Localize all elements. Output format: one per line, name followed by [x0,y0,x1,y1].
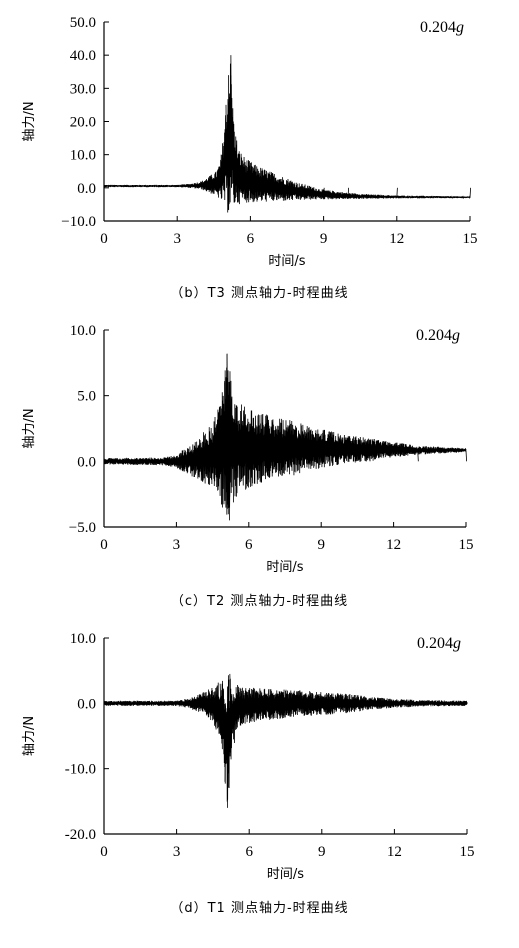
y-tick-label: 40.0 [70,48,96,64]
chart-c: −5.0 0.0 5.0 10.0 0 3 6 9 12 15 时间/s 轴力/N 0.204g [22,323,474,575]
y-axis-title: 轴力/N [22,408,37,448]
signal-peaks [104,673,468,808]
pga-unit: g [453,635,461,652]
x-tick-label: 9 [317,537,325,553]
y-tick-label: −5.0 [69,520,96,536]
x-tick-label: 6 [247,231,255,247]
y-tick-label: 10.0 [70,148,96,164]
pga-annotation: 0.204g [416,327,460,344]
signal-peaks [103,55,471,198]
pga-annotation: 0.204g [420,19,464,36]
caption-b: （b）T3 测点轴力-时程曲线 [170,286,349,301]
x-tick-label: 15 [459,537,474,553]
x-tick-label: 3 [173,844,181,860]
chart-b: −10.0 0.0 10.0 20.0 30.0 40.0 50.0 0 3 6 9 12 15 时间/s… [22,15,478,269]
chart-panel-c: −5.0 0.0 5.0 10.0 0 3 6 9 12 15 时间/s 轴力/N 0.204g （c）… [0,310,519,620]
y-tick-label: 10.0 [70,631,96,647]
y-tick-label: 20.0 [70,115,96,131]
chart-panel-d: -20.0 -10.0 0.0 10.0 0 3 6 9 12 15 时间/s 轴力/N 0.204g … [0,620,519,948]
x-tick-label: 6 [245,844,253,860]
x-axis-title: 时间/s [266,560,303,575]
caption-c: （c）T2 测点轴力-时程曲线 [170,594,349,609]
x-tick-label: 3 [173,537,181,553]
pga-annotation: 0.204g [417,635,461,652]
y-tick-label: 10.0 [70,323,96,339]
y-tick-label: 0.0 [77,696,96,712]
chart-d: -20.0 -10.0 0.0 10.0 0 3 6 9 12 15 时间/s 轴力/N 0.204g [22,631,475,882]
y-tick-label: −10.0 [61,214,96,230]
signal-line [103,354,467,515]
caption-d: （d）T1 测点轴力-时程曲线 [170,901,349,916]
signal-line [103,63,471,213]
y-tick-label: 0.0 [77,454,96,470]
x-tick-label: 12 [387,844,402,860]
y-tick-label: 30.0 [70,81,96,97]
y-tick-label: 5.0 [77,389,96,405]
y-axis-title: 轴力/N [22,716,37,756]
x-tick-label: 0 [100,537,108,553]
x-tick-label: 15 [463,231,478,247]
y-tick-label: 50.0 [70,15,96,31]
y-tick-label: -10.0 [65,762,96,778]
signal-line [103,675,468,802]
signal-peaks [104,353,467,521]
x-tick-label: 9 [318,844,326,860]
y-tick-label: -20.0 [65,827,96,843]
y-axis-title: 轴力/N [22,101,37,141]
x-tick-label: 3 [173,231,181,247]
pga-unit: g [452,327,460,344]
chart-panel-b: −10.0 0.0 10.0 20.0 30.0 40.0 50.0 0 3 6 9 12 15 时间/s… [0,0,519,310]
pga-unit: g [456,19,464,36]
x-tick-label: 6 [245,537,253,553]
x-tick-label: 9 [320,231,328,247]
x-tick-label: 0 [100,231,108,247]
x-tick-label: 0 [100,844,108,860]
x-tick-label: 12 [386,537,401,553]
x-axis-title: 时间/s [268,254,305,269]
y-tick-label: 0.0 [77,181,96,197]
x-tick-label: 12 [389,231,404,247]
x-tick-label: 15 [460,844,475,860]
x-axis-title: 时间/s [267,867,304,882]
